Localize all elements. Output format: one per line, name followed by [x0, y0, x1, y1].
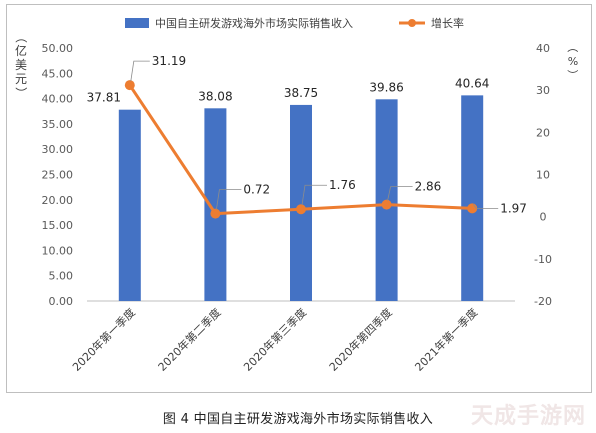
x-tick-label: 2021年第一季度	[412, 305, 481, 374]
bar	[204, 108, 227, 301]
x-tick-label: 2020年第四季度	[326, 305, 395, 374]
legend-label-line: 增长率	[431, 16, 464, 30]
line-label-leader	[216, 189, 242, 210]
legend-swatch-bar	[125, 18, 149, 28]
y2-tick-label: 0	[540, 211, 547, 224]
y-tick-label: 40.00	[42, 93, 74, 106]
y-tick-label: 25.00	[42, 169, 74, 182]
bar	[118, 109, 141, 301]
line-point	[381, 199, 392, 210]
y-axis-title-char: ）	[14, 87, 28, 99]
bar-value-label: 39.86	[369, 80, 403, 94]
line-value-label: 31.19	[152, 54, 186, 68]
line-value-label: 0.72	[243, 183, 270, 197]
y2-tick-label: -10	[534, 253, 552, 266]
x-tick-label: 2020年第二季度	[155, 305, 224, 374]
y-axis-title-char: （	[14, 31, 28, 43]
y2-axis-title-char: （	[566, 42, 579, 53]
y-tick-label: 15.00	[42, 219, 74, 232]
bar-value-label: 37.81	[87, 91, 121, 105]
bar	[290, 104, 312, 301]
line-label-leader	[130, 60, 150, 82]
y-tick-label: 0.00	[49, 295, 74, 308]
bar-value-label: 38.08	[198, 89, 232, 103]
x-tick-label: 2020年第三季度	[241, 305, 310, 374]
y-tick-label: 45.00	[42, 67, 74, 80]
y-tick-label: 30.00	[42, 143, 74, 156]
y2-tick-label: 30	[536, 84, 550, 97]
line-value-label: 1.76	[329, 178, 356, 192]
y2-axis-title-char: %	[568, 55, 578, 68]
watermark: 天成手游网	[470, 404, 586, 429]
x-tick-label: 2020年第一季度	[69, 305, 138, 374]
y-axis-title-char: 美	[15, 58, 27, 72]
line-value-label: 1.97	[500, 201, 527, 215]
figure-caption: 图 4 中国自主研发游戏海外市场实际销售收入	[162, 412, 434, 427]
chart-svg: 0.00 5.00 10.00 15.00 20.00 25.00 30.00 35.00 40…	[14, 16, 579, 374]
y2-tick-label: 10	[536, 169, 550, 182]
line-point	[296, 204, 306, 215]
bar	[461, 95, 484, 301]
y2-tick-label: 40	[536, 42, 550, 55]
y-tick-label: 20.00	[42, 194, 74, 207]
y-tick-label: 10.00	[42, 244, 74, 257]
y-tick-label: 35.00	[42, 118, 74, 131]
bar-value-label: 38.75	[284, 86, 318, 100]
line-label-leader	[472, 204, 499, 209]
line-value-label: 2.86	[415, 180, 442, 194]
line-point	[210, 208, 221, 219]
line-label-leader	[387, 186, 413, 201]
line-label-leader	[301, 184, 327, 206]
y-axis-title-char: 元	[15, 72, 27, 86]
y-axis-title-char: 亿	[15, 43, 27, 58]
y-tick-label: 5.00	[49, 270, 74, 283]
bar-value-label: 40.64	[455, 76, 489, 90]
chart-frame: 0.00 5.00 10.00 15.00 20.00 25.00 30.00 35.00 40…	[6, 4, 592, 393]
y2-tick-label: -20	[534, 295, 552, 308]
y2-axis-title-char: ）	[566, 70, 579, 81]
y-tick-label: 50.00	[42, 42, 74, 55]
legend-marker-line	[408, 19, 416, 27]
y2-tick-label: 20	[536, 126, 550, 139]
line-point	[124, 80, 135, 91]
legend-label-bar: 中国自主研发游戏海外市场实际销售收入	[155, 16, 353, 30]
